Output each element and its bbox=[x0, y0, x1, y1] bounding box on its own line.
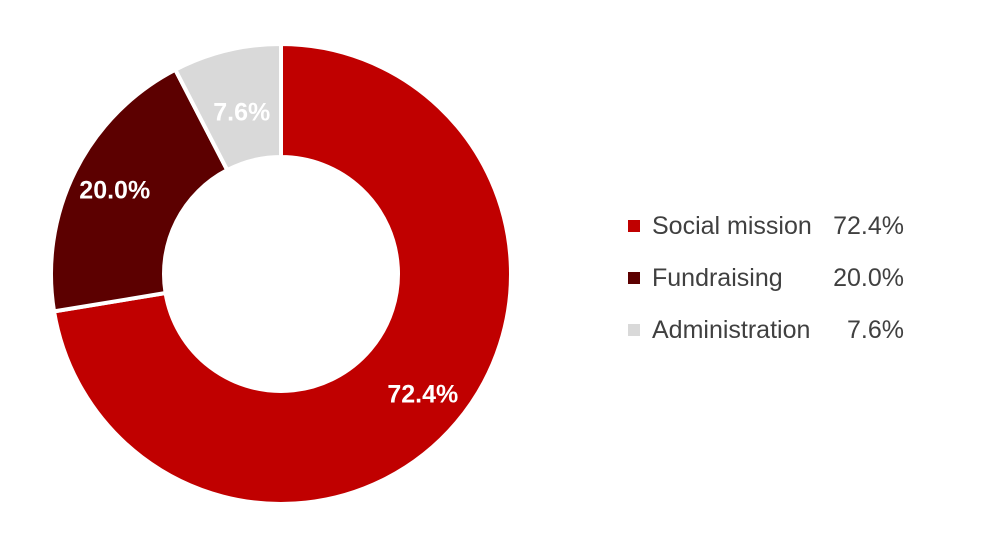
data-label-administration: 7.6% bbox=[213, 99, 270, 127]
legend-swatch-fundraising bbox=[628, 272, 640, 284]
legend-label: Administration bbox=[652, 315, 811, 344]
slice-social-mission bbox=[52, 42, 513, 506]
legend-value: 20.0% bbox=[833, 263, 904, 292]
slice-fundraising bbox=[49, 67, 230, 314]
data-label-fundraising: 20.0% bbox=[79, 177, 150, 205]
legend-swatch-social-mission bbox=[628, 220, 640, 232]
donut-slices bbox=[49, 42, 513, 506]
slice-administration bbox=[173, 42, 283, 173]
legend-item-social-mission: Social mission 72.4% bbox=[628, 200, 904, 252]
legend-label: Social mission bbox=[652, 211, 812, 240]
data-label-social-mission: 72.4% bbox=[387, 380, 458, 408]
legend-swatch-administration bbox=[628, 324, 640, 336]
legend-item-fundraising: Fundraising 20.0% bbox=[628, 252, 904, 304]
legend-item-administration: Administration 7.6% bbox=[628, 304, 904, 356]
legend: Social mission 72.4% Fundraising 20.0% A… bbox=[628, 200, 904, 356]
legend-value: 7.6% bbox=[847, 315, 904, 344]
legend-label: Fundraising bbox=[652, 263, 783, 292]
legend-value: 72.4% bbox=[833, 211, 904, 240]
slice-labels: 72.4% 20.0% 7.6% bbox=[79, 99, 458, 409]
